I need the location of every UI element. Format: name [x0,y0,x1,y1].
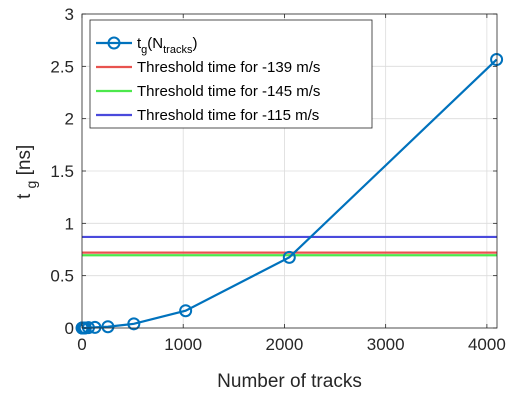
y-tick-label: 1 [65,214,74,233]
y-tick-label: 1.5 [50,162,74,181]
y-tick-label: 2.5 [50,57,74,76]
x-tick-label: 4000 [468,335,506,354]
x-tick-label: 2000 [266,335,304,354]
x-axis-label: Number of tracks [217,371,362,392]
y-axis-label-unit: [ns] [14,145,35,176]
data-point [88,320,102,334]
legend-label-threshold: Threshold time for -115 m/s [137,107,319,124]
legend-box [89,19,373,129]
y-tick-label: 0 [65,319,74,338]
legend-marker-main [107,36,121,50]
x-axis-ticks: 0 1000 2000 3000 4000 [77,14,506,354]
y-tick-label: 3 [65,5,74,24]
data-point [179,304,193,318]
legend-label-threshold: Threshold time for -145 m/s [137,83,320,100]
y-axis-label-main: t [14,193,35,199]
y-axis-ticks: 0 0.5 1 1.5 2 2.5 3 [50,5,497,338]
legend-label-main: tg(Ntracks) [137,35,197,56]
data-point [282,250,296,264]
x-tick-label: 0 [77,335,86,354]
data-point [490,53,504,67]
x-tick-label: 3000 [367,335,405,354]
data-point [101,320,115,334]
y-axis-label-subscript: g [23,181,39,189]
y-axis-label: t g [ns] [14,145,41,199]
legend: tg(Ntracks) Threshold time for -139 m/s Th… [89,19,373,129]
legend-label-threshold: Threshold time for -139 m/s [137,59,320,76]
x-tick-label: 1000 [164,335,202,354]
y-tick-label: 0.5 [50,267,74,286]
data-point [127,317,141,331]
y-tick-label: 2 [65,110,74,129]
